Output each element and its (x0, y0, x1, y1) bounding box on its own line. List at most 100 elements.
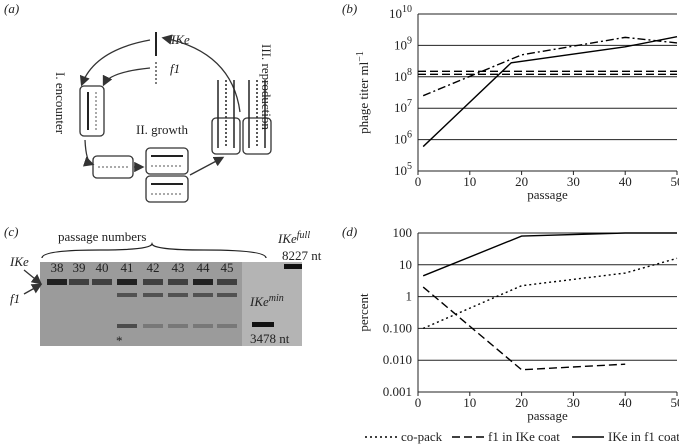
legend-label: co-pack (401, 429, 443, 444)
panel-label: (b) (342, 1, 357, 16)
cell-box (145, 147, 189, 175)
marker-size: 3478 nt (250, 331, 290, 346)
band (193, 279, 213, 285)
band (217, 279, 237, 285)
y-tick-label: 1010 (389, 4, 412, 21)
x-axis-label: passage (527, 187, 568, 202)
x-tick-label: 40 (619, 174, 632, 189)
stage-label: I. encounter (53, 72, 68, 135)
gel-panel: passage numbers 38 39 40 41 42 43 44 45 IKe f1 … (9, 229, 322, 348)
marker-sup: min (269, 293, 284, 304)
y-label-sup: −1 (355, 51, 366, 62)
series-line (422, 232, 677, 277)
series-line (422, 257, 678, 330)
cell-box (145, 175, 189, 203)
band (193, 324, 213, 328)
band (117, 293, 137, 297)
y-tick-label: 0.010 (383, 352, 412, 367)
lane-number: 41 (121, 260, 134, 275)
band (117, 324, 137, 328)
y-axis-label: phage titer ml−1 (355, 51, 371, 134)
lane-number: 40 (96, 260, 109, 275)
tick-exponent: 8 (407, 67, 412, 78)
y-axis-label: percent (356, 293, 371, 332)
marker-band (252, 322, 274, 327)
band-label: IKe (9, 254, 29, 269)
lane-number: 44 (197, 260, 211, 275)
marker-size: 8227 nt (282, 248, 322, 263)
asterisk: * (116, 333, 123, 348)
series-line (422, 286, 626, 371)
arrow (161, 34, 241, 113)
band (117, 279, 137, 285)
legend-label: f1 in IKe coat (488, 429, 560, 444)
x-tick-label: 50 (671, 395, 679, 410)
panel-label: (a) (4, 1, 19, 16)
cell-box (79, 85, 105, 137)
lane-number: 38 (51, 260, 64, 275)
gel-title: passage numbers (58, 229, 146, 244)
lane-number: 42 (147, 260, 160, 275)
series-line (422, 36, 678, 97)
tick-exponent: 5 (407, 161, 412, 172)
y-label-text: percent (356, 293, 371, 332)
y-tick-label: 109 (394, 35, 412, 52)
x-tick-label: 20 (515, 174, 528, 189)
stage-label: III. reproduction (259, 44, 274, 130)
marker-label: IKemin (249, 293, 284, 309)
marker-sup: full (297, 230, 311, 241)
tick-base: 10 (389, 6, 402, 21)
x-tick-label: 50 (671, 174, 679, 189)
x-tick-label: 30 (567, 395, 580, 410)
y-tick-label: 106 (394, 130, 412, 147)
x-tick-label: 0 (415, 174, 422, 189)
tick-base: 10 (394, 69, 407, 84)
y-tick-label: 100 (393, 225, 413, 240)
x-tick-label: 40 (619, 395, 632, 410)
band-label: f1 (10, 291, 20, 306)
band (69, 279, 89, 285)
panel-label: (d) (342, 224, 357, 239)
x-tick-label: 20 (515, 395, 528, 410)
legend-label: IKe in f1 coat (608, 429, 679, 444)
tick-base: 10 (394, 163, 407, 178)
y-tick-label: 0.100 (383, 320, 412, 335)
x-tick-label: 10 (463, 395, 476, 410)
x-tick-label: 0 (415, 395, 422, 410)
tick-base: 10 (394, 132, 407, 147)
y-tick-label: 10 (399, 257, 412, 272)
panel-label: (c) (4, 224, 18, 239)
tick-exponent: 9 (407, 35, 412, 46)
band (168, 293, 188, 297)
x-axis-label: passage (527, 408, 568, 423)
arrow (23, 283, 43, 295)
band (217, 293, 237, 297)
chart: 105106107108109101001020304050passagepha… (355, 4, 679, 202)
stage-label: II. growth (136, 122, 188, 137)
marker-label: IKefull (277, 230, 310, 246)
lane-number: 45 (221, 260, 234, 275)
tick-base: 10 (394, 37, 407, 52)
y-tick-label: 107 (394, 98, 412, 115)
x-tick-label: 30 (567, 174, 580, 189)
x-tick-label: 10 (463, 174, 476, 189)
progeny (217, 80, 266, 148)
y-tick-label: 108 (394, 67, 412, 84)
arrow (189, 156, 225, 176)
y-tick-label: 1 (406, 289, 413, 304)
band (143, 279, 163, 285)
marker-name: IKe (277, 231, 297, 246)
band (143, 324, 163, 328)
lane-number: 39 (73, 260, 86, 275)
tick-exponent: 7 (407, 98, 412, 109)
y-tick-label: 105 (394, 161, 412, 178)
arrow (102, 67, 151, 87)
marker-name: IKe (249, 294, 269, 309)
arrow (82, 139, 95, 167)
f1-label: f1 (170, 61, 180, 76)
lane-number: 43 (172, 260, 185, 275)
tick-base: 10 (394, 100, 407, 115)
band (47, 279, 67, 285)
band (92, 279, 112, 285)
